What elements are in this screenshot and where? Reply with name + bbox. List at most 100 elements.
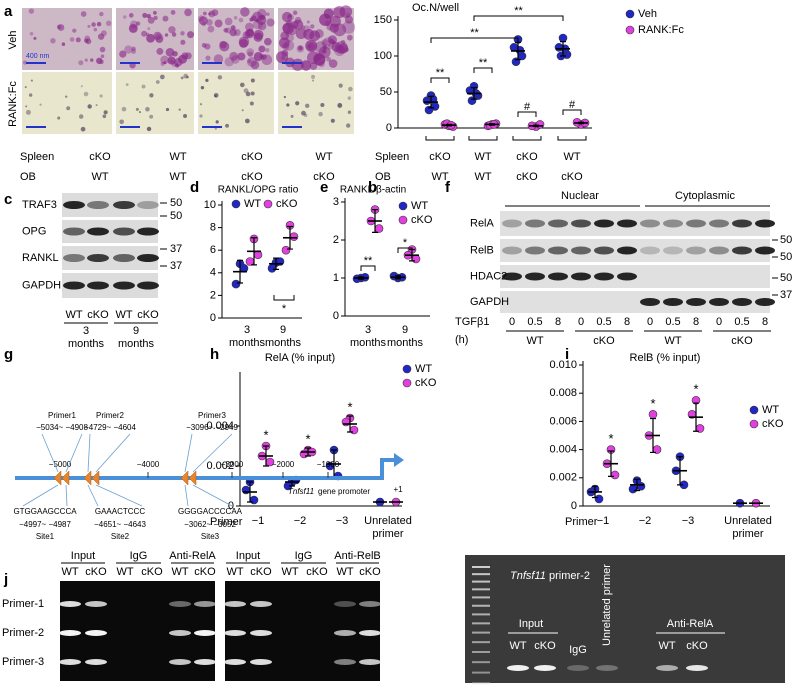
lane-label: Unrelated primer — [601, 564, 613, 646]
cell-stain — [229, 51, 239, 61]
cell-stain — [245, 91, 251, 97]
error-bar — [634, 478, 640, 492]
primer-name: Primer1 — [48, 411, 77, 420]
band — [709, 298, 729, 306]
cell-stain — [128, 13, 134, 18]
legend-label: WT — [415, 363, 432, 375]
band — [502, 246, 522, 255]
band-label: GAPDH — [470, 296, 509, 308]
cell-stain — [160, 61, 165, 67]
lane-label: IgG — [569, 644, 587, 656]
band — [359, 630, 381, 636]
significance: * — [305, 431, 310, 446]
ladder-band — [472, 596, 490, 599]
row-label: RANK:Fc — [7, 81, 19, 127]
legend-swatch — [625, 9, 635, 19]
cell-stain — [85, 38, 92, 45]
cell-stain — [344, 47, 349, 52]
band-label: OPG — [22, 225, 46, 237]
data-point — [558, 33, 568, 43]
x-tick-label: Unrelated primer — [724, 515, 772, 540]
cell-stain — [278, 37, 290, 49]
connector — [22, 484, 59, 507]
error-bar — [428, 95, 434, 109]
cell-stain — [80, 126, 86, 132]
data-point — [374, 224, 384, 233]
lane-label: cKO — [306, 566, 328, 578]
row-label: Primer-3 — [2, 656, 44, 668]
position-label: −5000 — [49, 460, 72, 469]
cell-stain — [230, 25, 236, 31]
cell-stain — [204, 43, 211, 50]
cell-stain — [39, 103, 42, 106]
genotype-label: cKO — [89, 151, 111, 163]
marker-label: 37 — [170, 243, 182, 255]
connector — [87, 484, 99, 507]
band — [596, 665, 618, 671]
axis-label: OB — [375, 171, 391, 183]
cell-stain — [233, 28, 241, 36]
significance: * — [608, 431, 613, 446]
cell-stain — [258, 45, 266, 53]
cell-stain — [340, 40, 346, 45]
cell-stain — [333, 23, 347, 37]
genotype-label: cKO — [241, 171, 263, 183]
site-marker — [180, 470, 189, 486]
cell-stain — [75, 37, 81, 43]
time-label: 0 — [578, 316, 584, 328]
band — [224, 630, 246, 636]
significance: ** — [364, 255, 373, 267]
band — [663, 219, 683, 228]
band — [194, 659, 216, 665]
cell-stain — [167, 56, 176, 65]
cell-stain — [84, 35, 91, 42]
ladder-band — [472, 631, 490, 634]
cell-stain — [102, 114, 107, 119]
band — [194, 601, 216, 607]
panel-label: d — [190, 179, 199, 196]
cell-stain — [347, 96, 352, 100]
x-tick-label: 9 months — [264, 324, 302, 349]
band — [640, 298, 660, 306]
axis-label: Primer — [210, 516, 243, 528]
gel — [225, 581, 380, 681]
significance: * — [403, 237, 408, 249]
band — [250, 601, 272, 607]
band — [334, 630, 356, 636]
cell-stain — [309, 62, 318, 70]
band — [59, 630, 81, 636]
cell-stain — [312, 79, 315, 82]
band — [169, 659, 191, 665]
cell-stain — [162, 15, 169, 22]
time-label: 8 — [555, 316, 561, 328]
cell-stain — [165, 107, 170, 112]
panel-label: h — [210, 346, 219, 363]
ladder-band — [472, 613, 490, 616]
cell-stain — [181, 52, 189, 60]
band — [686, 665, 708, 671]
significance-bracket — [273, 295, 295, 301]
cell-stain — [178, 108, 181, 111]
data-point — [610, 470, 620, 480]
primer-range: −5034~ −4908 — [36, 423, 88, 432]
site-marker — [91, 470, 100, 486]
lane-label: WT — [226, 566, 243, 578]
cell-stain — [303, 28, 315, 40]
cell-stain — [99, 94, 103, 98]
error-bar — [358, 276, 364, 280]
legend-label: cKO — [276, 198, 298, 210]
cell-stain — [259, 54, 264, 59]
error-bar — [251, 237, 257, 266]
band — [359, 601, 381, 607]
lane-label: cKO — [141, 566, 163, 578]
band — [63, 281, 85, 290]
cell-stain — [84, 58, 88, 62]
x-tick-label: cKO — [561, 171, 583, 183]
cell-stain — [326, 23, 334, 31]
band — [113, 201, 135, 209]
data-point — [511, 57, 521, 67]
cell-stain — [131, 46, 136, 52]
data-point — [289, 232, 299, 241]
band — [709, 246, 729, 255]
